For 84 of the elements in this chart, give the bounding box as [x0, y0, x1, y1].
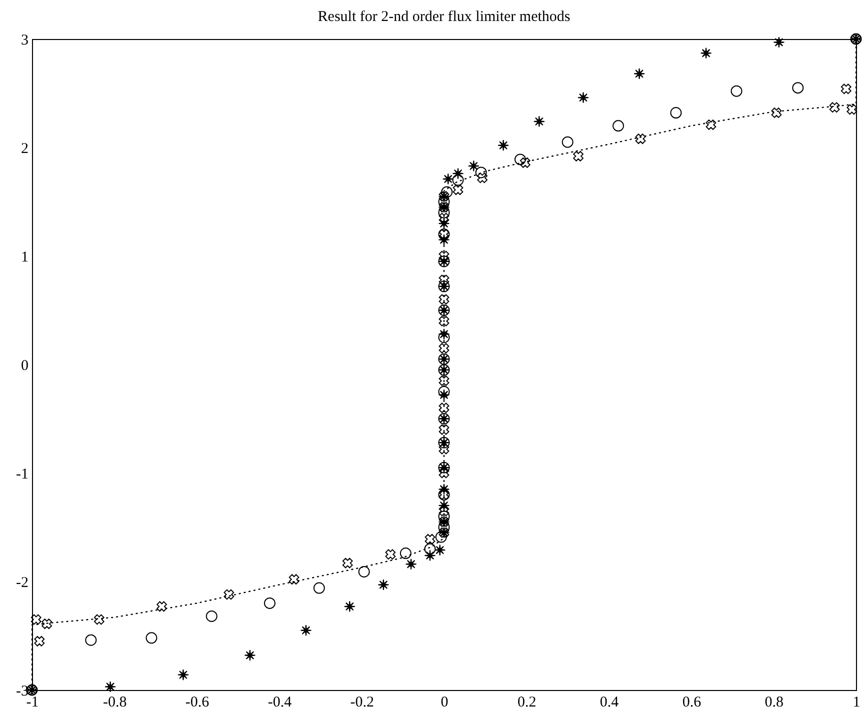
point: [452, 174, 464, 186]
point: [771, 108, 782, 118]
point: [300, 624, 312, 636]
y-tick-label: 3: [21, 32, 28, 48]
point: [438, 510, 450, 522]
point: [700, 47, 712, 59]
x-tick-label: 0.2: [518, 694, 536, 710]
x-tick-label: 0.4: [600, 694, 620, 710]
point: [288, 574, 300, 585]
point: [264, 597, 276, 609]
point: [94, 614, 104, 625]
x-tick-label: 0: [440, 694, 448, 710]
point: [438, 424, 450, 435]
x-tick-label: 0.8: [764, 694, 784, 710]
point: [358, 566, 370, 578]
point: [498, 140, 510, 152]
point: [438, 332, 450, 344]
point: [342, 558, 353, 568]
point: [177, 669, 189, 681]
y-tick-label: 2: [21, 141, 28, 157]
point: [85, 634, 97, 646]
x-tick-label: -0.4: [268, 694, 292, 710]
point: [424, 543, 436, 555]
point: [514, 154, 526, 166]
point: [146, 632, 158, 644]
point: [475, 166, 487, 178]
point: [438, 468, 450, 478]
x-tick-label: -0.2: [350, 694, 374, 710]
point: [635, 134, 646, 144]
point: [533, 116, 545, 128]
point: [156, 601, 167, 612]
point: [244, 650, 256, 662]
point: [438, 274, 450, 286]
point: [773, 36, 785, 48]
point: [424, 534, 436, 544]
x-tick-label: 1: [852, 694, 860, 710]
y-tick-label: -1: [16, 466, 28, 482]
point: [405, 558, 417, 570]
point: [792, 82, 804, 94]
x-tick-label: 0.6: [682, 694, 702, 710]
point: [634, 68, 646, 80]
point: [706, 120, 716, 130]
point: [840, 84, 852, 94]
point: [441, 186, 453, 198]
point: [438, 250, 450, 262]
y-tick-label: -2: [16, 575, 28, 591]
point: [438, 444, 450, 454]
point: [438, 386, 450, 398]
point: [578, 92, 589, 104]
point: [438, 212, 450, 224]
y-tick-label: 0: [21, 358, 28, 374]
point: [477, 172, 488, 184]
point: [452, 184, 464, 196]
point: [438, 402, 450, 414]
point: [313, 582, 325, 594]
point: [385, 549, 396, 560]
y-tick-label: 1: [21, 250, 28, 266]
point: [438, 316, 450, 326]
point: [438, 376, 450, 386]
point: [846, 104, 858, 115]
point: [30, 614, 42, 625]
point: [438, 294, 450, 305]
point: [344, 600, 356, 612]
point: [206, 610, 218, 622]
point: [42, 618, 52, 630]
point: [612, 120, 624, 132]
x-tick-label: -0.6: [185, 694, 210, 710]
point: [378, 579, 390, 590]
point: [224, 589, 234, 600]
point: [438, 506, 450, 516]
point: [34, 636, 45, 646]
point: [520, 157, 530, 168]
point: [573, 150, 584, 162]
point: [829, 102, 840, 113]
point: [562, 136, 574, 148]
point: [435, 531, 447, 543]
point: [438, 343, 450, 354]
point: [104, 681, 116, 692]
x-tick-label: -0.8: [103, 694, 127, 710]
point: [730, 85, 742, 97]
point: [400, 548, 412, 560]
chart-title: Result for 2-nd order flux limiter methods: [318, 8, 570, 25]
point: [670, 107, 682, 119]
point: [438, 206, 450, 218]
